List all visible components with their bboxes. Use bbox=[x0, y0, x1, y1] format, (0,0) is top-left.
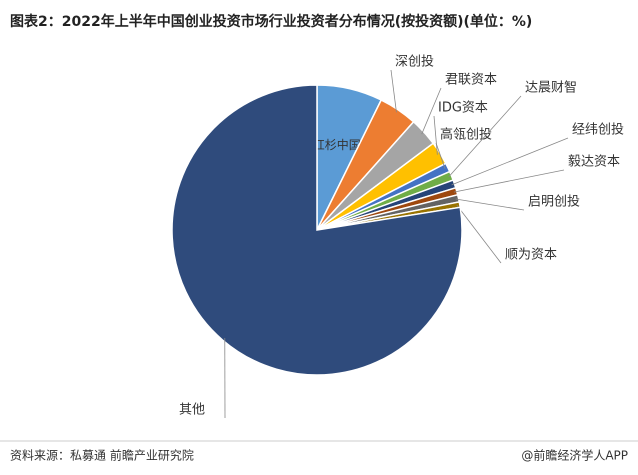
leader-line bbox=[448, 95, 522, 178]
slice-label: 顺为资本 bbox=[505, 248, 557, 263]
leader-line bbox=[390, 69, 397, 113]
pie-slice bbox=[171, 84, 463, 376]
slice-label: IDG资本 bbox=[438, 101, 488, 116]
leader-line bbox=[433, 115, 438, 155]
leader-line bbox=[453, 169, 565, 193]
leader-line bbox=[455, 198, 525, 211]
slice-label: 启明创投 bbox=[528, 194, 580, 210]
credit: @前瞻经济学人APP bbox=[521, 448, 628, 463]
slice-label: 深创投 bbox=[395, 54, 434, 70]
chart-title: 图表2：2022年上半年中国创业投资市场行业投资者分布情况(按投资额)(单位：%… bbox=[10, 13, 532, 30]
slice-label: 其他 bbox=[179, 403, 205, 418]
leader-line bbox=[421, 87, 442, 135]
source: 资料来源：私募通 前瞻产业研究院 bbox=[10, 448, 194, 463]
slice-label: 红杉中国 bbox=[313, 137, 361, 152]
leader-line bbox=[435, 142, 446, 169]
leader-line bbox=[456, 204, 502, 264]
slice-label: 达晨财智 bbox=[525, 81, 577, 96]
slice-label: 高瓴创投 bbox=[440, 127, 492, 143]
slice-label: 君联资本 bbox=[445, 73, 497, 88]
leader-line bbox=[451, 137, 569, 186]
slice-label: 毅达资本 bbox=[568, 154, 620, 170]
slice-label: 经纬创投 bbox=[572, 122, 624, 138]
